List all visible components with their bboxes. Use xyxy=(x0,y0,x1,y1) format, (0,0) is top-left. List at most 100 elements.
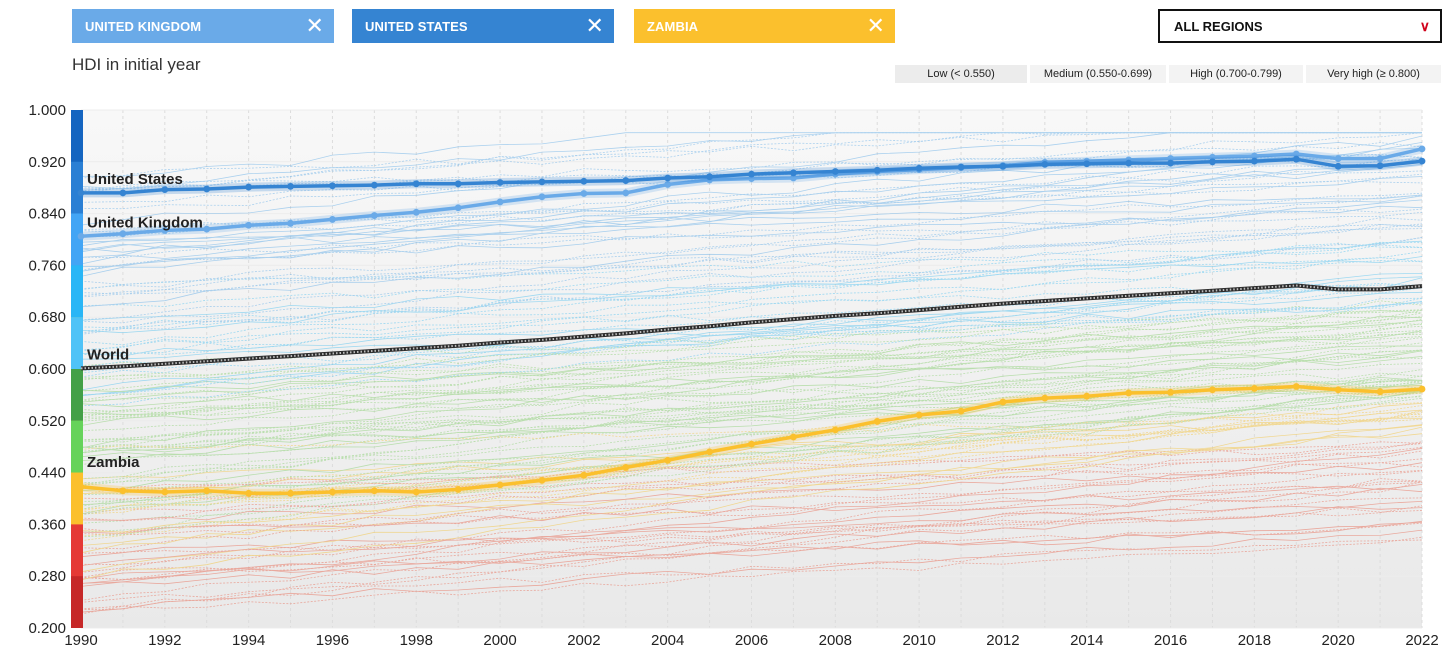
chip-united-states[interactable]: UNITED STATES ✕ xyxy=(352,9,614,43)
context-series-line xyxy=(80,441,1423,489)
context-series-line xyxy=(80,312,1423,448)
hdi-band-step xyxy=(71,213,83,266)
context-series-line xyxy=(80,345,1423,415)
context-series-line xyxy=(80,224,1423,297)
context-series-line xyxy=(80,412,1423,450)
data-point xyxy=(1250,385,1258,392)
chip-zambia[interactable]: ZAMBIA ✕ xyxy=(634,9,895,43)
context-series-line xyxy=(80,194,1423,243)
context-series-line xyxy=(80,224,1423,324)
context-series-line xyxy=(80,522,1423,578)
y-tick-label: 0.760 xyxy=(28,257,66,274)
context-series-line xyxy=(80,284,1423,351)
close-icon[interactable]: ✕ xyxy=(866,13,885,38)
data-point xyxy=(1167,388,1174,396)
data-point xyxy=(538,193,546,201)
data-point xyxy=(1292,150,1300,158)
data-point xyxy=(77,232,85,240)
context-series-line xyxy=(80,349,1423,454)
data-point xyxy=(1250,152,1258,160)
close-icon[interactable]: ✕ xyxy=(305,13,324,38)
data-point xyxy=(622,177,630,184)
context-series-line xyxy=(80,223,1423,298)
x-tick-label: 2008 xyxy=(819,632,852,649)
context-series-line xyxy=(80,301,1423,360)
context-series-line xyxy=(80,309,1423,420)
data-point xyxy=(496,198,504,206)
y-tick-label: 0.280 xyxy=(28,568,66,585)
context-series-line xyxy=(80,180,1423,230)
context-series-line xyxy=(80,484,1423,534)
data-point xyxy=(245,183,253,191)
data-point xyxy=(119,487,127,495)
legend-very-high-button[interactable]: Very high (≥ 0.800) xyxy=(1306,65,1441,83)
context-series-line xyxy=(80,284,1423,355)
context-series-line xyxy=(80,410,1423,513)
y-tick-label: 0.920 xyxy=(28,154,66,171)
data-point xyxy=(287,219,294,227)
data-point xyxy=(1334,162,1342,170)
data-point xyxy=(412,208,420,216)
context-series-line xyxy=(80,176,1423,253)
legend-high-button[interactable]: High (0.700-0.799) xyxy=(1169,65,1303,83)
context-series-line xyxy=(80,506,1423,584)
data-point xyxy=(915,164,923,172)
context-series-line xyxy=(80,325,1423,422)
context-series-line xyxy=(80,240,1423,334)
context-series-line xyxy=(80,482,1423,536)
chip-label: UNITED KINGDOM xyxy=(85,18,202,34)
data-point xyxy=(622,464,630,471)
context-series-line xyxy=(80,481,1423,610)
hdi-band-step xyxy=(71,472,83,525)
data-point xyxy=(915,411,923,419)
context-series-line xyxy=(80,158,1423,238)
context-series-line xyxy=(80,322,1423,392)
context-series-line xyxy=(80,310,1423,378)
data-point xyxy=(1041,160,1049,168)
region-dropdown[interactable]: ALL REGIONS ∨ xyxy=(1158,9,1442,43)
data-point xyxy=(538,178,546,186)
data-point xyxy=(1292,383,1300,390)
context-series-line xyxy=(80,309,1423,413)
context-series-line xyxy=(80,470,1423,580)
data-point xyxy=(77,483,85,491)
data-point xyxy=(1209,386,1216,394)
data-point xyxy=(706,448,713,456)
context-series-line xyxy=(80,412,1423,510)
data-point xyxy=(1376,388,1384,396)
data-point xyxy=(1418,157,1426,165)
context-series-line xyxy=(80,536,1423,615)
hdi-band-step xyxy=(71,110,83,162)
legend-low-button[interactable]: Low (< 0.550) xyxy=(895,65,1027,83)
data-point xyxy=(1209,158,1216,166)
context-series-line xyxy=(80,257,1423,352)
context-series-line xyxy=(80,481,1423,610)
context-series-line xyxy=(80,332,1423,401)
chip-united-kingdom[interactable]: UNITED KINGDOM ✕ xyxy=(72,9,334,43)
y-tick-label: 0.200 xyxy=(28,620,66,637)
data-point xyxy=(622,189,630,197)
context-series-line xyxy=(80,284,1422,396)
context-series-line xyxy=(80,379,1423,491)
series-united-kingdom: United Kingdom xyxy=(77,144,1426,241)
context-series-line xyxy=(80,297,1423,407)
context-series-line xyxy=(80,382,1423,452)
data-point xyxy=(748,170,755,178)
context-series-line xyxy=(80,385,1423,461)
legend-medium-button[interactable]: Medium (0.550-0.699) xyxy=(1030,65,1166,83)
context-series-line xyxy=(80,192,1423,271)
data-point xyxy=(161,227,169,234)
context-series-line xyxy=(80,539,1423,603)
data-point xyxy=(454,204,462,212)
context-series-line xyxy=(80,208,1423,285)
data-point xyxy=(370,487,378,495)
data-point xyxy=(831,426,839,434)
data-point xyxy=(1125,389,1133,397)
context-series-line xyxy=(80,251,1423,332)
context-series-line xyxy=(80,390,1423,449)
data-point xyxy=(245,489,253,497)
chip-label: UNITED STATES xyxy=(365,18,468,34)
close-icon[interactable]: ✕ xyxy=(585,13,604,38)
context-series-line xyxy=(80,260,1423,356)
x-tick-label: 2000 xyxy=(483,632,516,649)
